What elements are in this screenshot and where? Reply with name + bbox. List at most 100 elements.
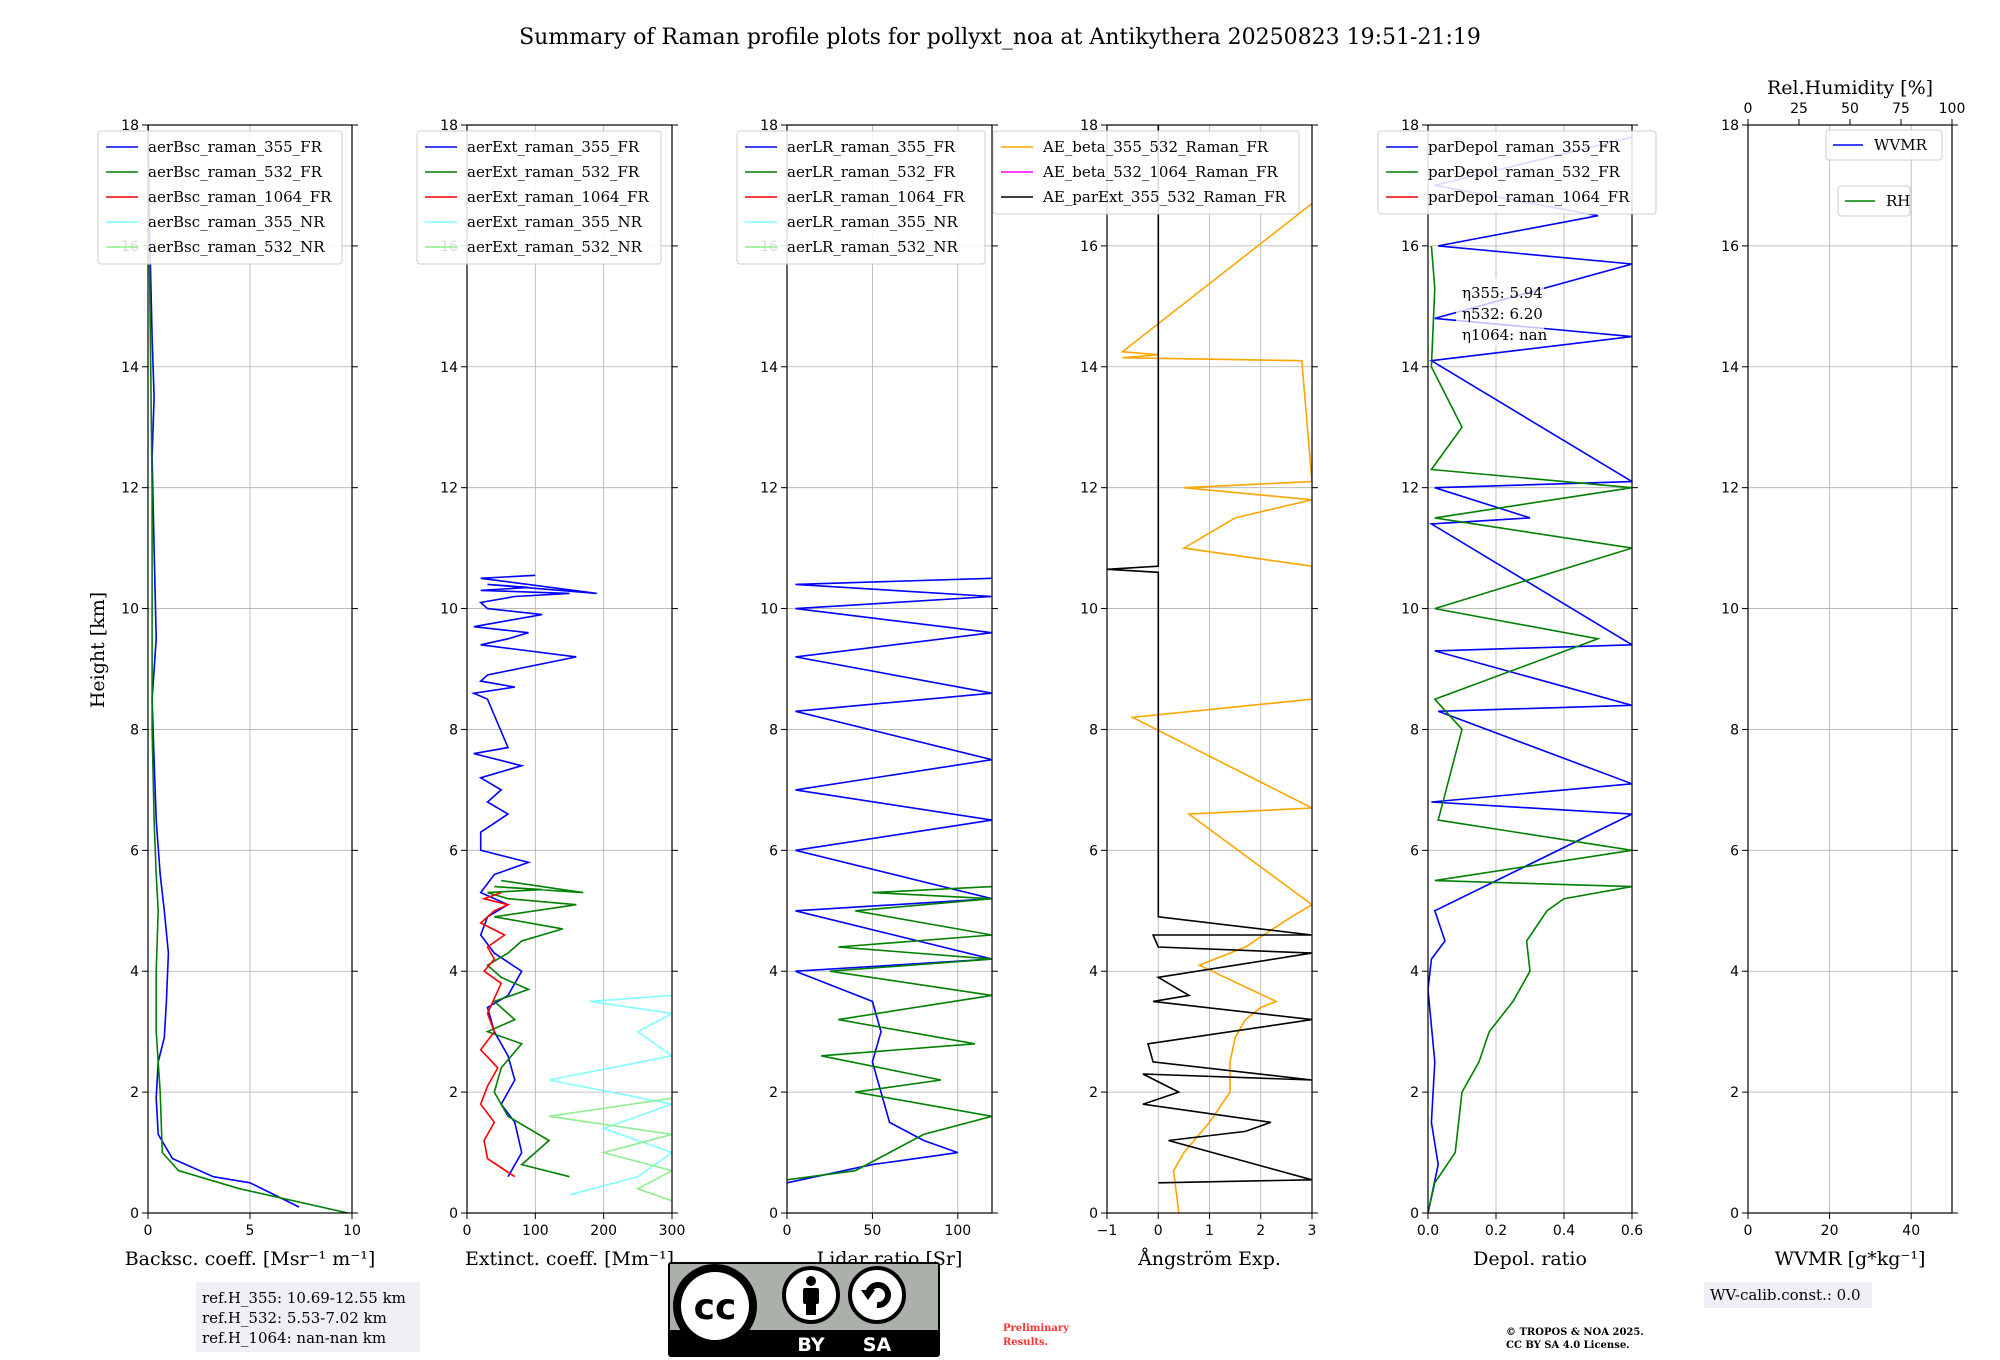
y-tick-label: 0 bbox=[130, 1206, 139, 1222]
legend-entry: aerBsc_raman_355_NR bbox=[148, 213, 325, 231]
y-tick-label: 10 bbox=[1721, 602, 1739, 618]
legend-entry: aerBsc_raman_532_FR bbox=[148, 163, 323, 181]
y-tick-label: 12 bbox=[1721, 481, 1739, 497]
y-tick-label: 10 bbox=[760, 602, 778, 618]
x-tick-label: 0.4 bbox=[1553, 1223, 1575, 1239]
series-line-parDepol_raman_532_FR bbox=[1428, 245, 1632, 1213]
panel-6: 0 2 4 6 8 10 12 14 16 18 0 20 40 WVMR [g*kg⁻¹] 0 25 50 75… bbox=[1704, 77, 1965, 1308]
y-tick-label: 8 bbox=[449, 722, 458, 738]
legend-entry: RH bbox=[1886, 192, 1910, 210]
y-tick-label: 2 bbox=[130, 1085, 139, 1101]
y-tick-label: 4 bbox=[1730, 964, 1739, 980]
legend-entry: AE_beta_532_1064_Raman_FR bbox=[1042, 163, 1278, 181]
cc-sa-label: SA bbox=[863, 1334, 892, 1356]
y-tick-label: 0 bbox=[1730, 1206, 1739, 1222]
series-line-AE_beta_355_532_Raman_FR bbox=[1120, 202, 1312, 1213]
x-tick-label: 3 bbox=[1308, 1223, 1317, 1239]
y-axis-label: Height [km] bbox=[87, 592, 109, 708]
y-tick-label: 2 bbox=[769, 1085, 778, 1101]
y-tick-label: 14 bbox=[121, 360, 139, 376]
y-tick-label: 4 bbox=[449, 964, 458, 980]
cc-text: cc bbox=[694, 1287, 737, 1328]
top-x-tick-label: 75 bbox=[1892, 101, 1910, 117]
panel-1: 0246810121416180510Backsc. coeff. [Msr⁻¹… bbox=[97, 118, 420, 1352]
annotation-text: η532: 6.20 bbox=[1462, 305, 1543, 323]
y-tick-label: 6 bbox=[769, 843, 778, 859]
top-x-tick-label: 0 bbox=[1744, 101, 1753, 117]
legend-entry: aerBsc_raman_1064_FR bbox=[148, 188, 332, 206]
y-tick-label: 8 bbox=[1410, 722, 1419, 738]
cc-icon: cc bbox=[673, 1264, 757, 1348]
series-line-aerExt_raman_532_FR bbox=[485, 879, 584, 1178]
y-tick-label: 10 bbox=[440, 602, 458, 618]
panel-2: 0246810121416180100200300Extinct. coeff.… bbox=[416, 118, 685, 1270]
y-tick-label: 18 bbox=[1080, 118, 1098, 134]
legend-box bbox=[416, 130, 662, 265]
legend-entry: AE_parExt_355_532_Raman_FR bbox=[1042, 188, 1287, 206]
y-tick-label: 10 bbox=[1080, 602, 1098, 618]
y-tick-label: 8 bbox=[769, 722, 778, 738]
legend-entry: aerExt_raman_532_FR bbox=[467, 163, 640, 181]
series-group bbox=[148, 125, 349, 1213]
x-tick-label: 0.0 bbox=[1417, 1223, 1439, 1239]
top-x-tick-label: 100 bbox=[1939, 101, 1966, 117]
legend-entry: aerLR_raman_355_NR bbox=[787, 213, 958, 231]
legend-box bbox=[992, 130, 1300, 215]
y-tick-label: 0 bbox=[449, 1206, 458, 1222]
x-tick-label: 100 bbox=[944, 1223, 971, 1239]
y-tick-label: 2 bbox=[1410, 1085, 1419, 1101]
legend-box bbox=[736, 130, 986, 265]
panels: 0246810121416180510Backsc. coeff. [Msr⁻¹… bbox=[97, 77, 1965, 1352]
x-tick-label: 2 bbox=[1256, 1223, 1265, 1239]
y-tick-label: 16 bbox=[1721, 239, 1739, 255]
y-tick-label: 18 bbox=[121, 118, 139, 134]
by-person-icon bbox=[782, 1266, 840, 1324]
y-tick-label: 4 bbox=[1089, 964, 1098, 980]
series-line-parDepol_raman_355_FR bbox=[1428, 136, 1632, 1213]
y-tick-label: 6 bbox=[1410, 843, 1419, 859]
legend-entry: aerLR_raman_532_FR bbox=[787, 163, 956, 181]
legend-entry: parDepol_raman_532_FR bbox=[1428, 163, 1621, 181]
legend-entry: aerExt_raman_355_FR bbox=[467, 138, 640, 156]
series-line-aerExt_raman_532_NR bbox=[548, 1097, 672, 1202]
y-tick-label: 14 bbox=[760, 360, 778, 376]
legend-entry: aerBsc_raman_532_NR bbox=[148, 238, 325, 256]
series-line-aerBsc_raman_355_FR bbox=[148, 125, 300, 1208]
legend-entry: aerBsc_raman_355_FR bbox=[148, 138, 323, 156]
series-line-aerExt_raman_1064_FR bbox=[479, 891, 516, 1178]
x-axis-label: Backsc. coeff. [Msr⁻¹ m⁻¹] bbox=[125, 1248, 376, 1270]
footer: Preliminary Results. © TROPOS & NOA 2025… bbox=[1003, 1323, 1644, 1351]
y-tick-label: 2 bbox=[1089, 1085, 1098, 1101]
top-x-axis-label: Rel.Humidity [%] bbox=[1767, 77, 1933, 99]
y-tick-label: 8 bbox=[1730, 722, 1739, 738]
y-tick-label: 2 bbox=[1730, 1085, 1739, 1101]
series-group bbox=[470, 574, 672, 1202]
y-tick-label: 16 bbox=[1401, 239, 1419, 255]
legend-entry: aerExt_raman_355_NR bbox=[467, 213, 643, 231]
series-line-AE_parExt_355_532_Raman_FR bbox=[1107, 125, 1312, 1184]
y-tick-label: 18 bbox=[440, 118, 458, 134]
annotation-text: ref.H_355: 10.69-12.55 km bbox=[202, 1289, 406, 1307]
legend-entry: WVMR bbox=[1874, 136, 1928, 154]
preliminary-line-1: Preliminary bbox=[1003, 1323, 1070, 1334]
x-tick-label: 50 bbox=[864, 1223, 882, 1239]
x-tick-label: 0 bbox=[144, 1223, 153, 1239]
series-line-aerExt_raman_355_NR bbox=[548, 994, 672, 1196]
sa-share-alike-icon bbox=[848, 1266, 906, 1324]
axes-frame bbox=[1427, 124, 1633, 1214]
cc-by-sa-badge: cc BY SA bbox=[668, 1262, 940, 1357]
y-tick-label: 12 bbox=[760, 481, 778, 497]
x-tick-label: 40 bbox=[1902, 1223, 1920, 1239]
annotation-box bbox=[1456, 278, 1544, 346]
x-tick-label: 10 bbox=[343, 1223, 361, 1239]
y-tick-label: 6 bbox=[449, 843, 458, 859]
x-tick-label: 0.6 bbox=[1621, 1223, 1643, 1239]
x-tick-label: 100 bbox=[522, 1223, 549, 1239]
panel-5: 0 2 4 6 8 10 12 14 16 18 0.0 0.2 0.4 0.6 Depol. ratio p… bbox=[1377, 118, 1657, 1270]
legend-entry: aerExt_raman_1064_FR bbox=[467, 188, 649, 206]
x-axis-label: WVMR [g*kg⁻¹] bbox=[1775, 1248, 1926, 1270]
y-tick-label: 18 bbox=[1401, 118, 1419, 134]
legend-entry: aerLR_raman_355_FR bbox=[787, 138, 956, 156]
